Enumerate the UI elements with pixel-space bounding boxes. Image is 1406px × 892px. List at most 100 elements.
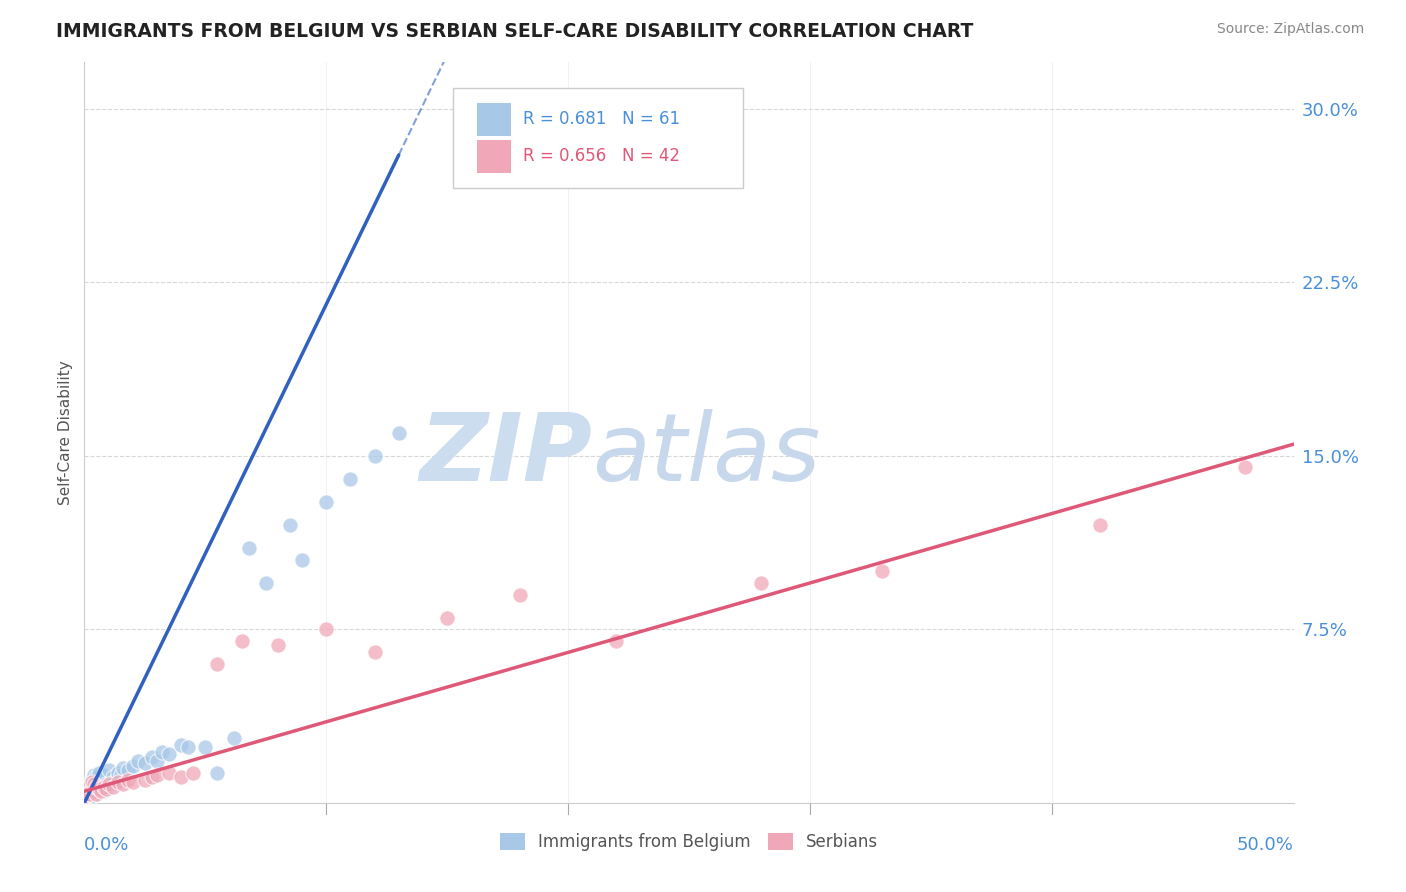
Point	[100, 775, 122, 789]
Point	[76, 784, 98, 798]
Point	[82, 784, 104, 798]
Point	[93, 768, 115, 782]
Point	[107, 775, 129, 789]
Point	[77, 780, 100, 794]
Point	[82, 789, 104, 803]
Point	[84, 784, 107, 798]
Point	[80, 775, 103, 789]
Text: 0.0%: 0.0%	[84, 836, 129, 855]
Point	[127, 754, 149, 768]
Point	[121, 758, 143, 772]
Point	[117, 772, 139, 787]
Point	[87, 765, 110, 780]
Point	[1234, 460, 1257, 475]
Point	[112, 761, 135, 775]
Point	[103, 770, 125, 784]
Point	[207, 765, 229, 780]
Point	[107, 765, 129, 780]
Point	[77, 781, 100, 796]
Point	[79, 781, 101, 796]
Point	[141, 749, 163, 764]
Point	[76, 784, 98, 798]
Point	[436, 610, 458, 624]
Point	[90, 784, 112, 798]
Point	[231, 633, 253, 648]
Point	[363, 645, 385, 659]
Point	[157, 747, 180, 762]
Point	[79, 775, 101, 789]
Point	[134, 772, 156, 787]
Point	[80, 780, 103, 794]
Text: R = 0.656   N = 42: R = 0.656 N = 42	[523, 147, 681, 165]
Point	[77, 787, 100, 801]
Point	[76, 787, 98, 801]
Point	[315, 495, 337, 509]
Point	[177, 740, 200, 755]
Text: ZIP: ZIP	[419, 409, 592, 500]
Point	[83, 784, 105, 798]
Y-axis label: Self-Care Disability: Self-Care Disability	[58, 360, 73, 505]
Point	[146, 754, 169, 768]
Point	[97, 764, 120, 778]
Point	[170, 770, 193, 784]
FancyBboxPatch shape	[453, 88, 744, 188]
Point	[94, 781, 117, 796]
Point	[76, 787, 98, 801]
Text: Source: ZipAtlas.com: Source: ZipAtlas.com	[1216, 22, 1364, 37]
Point	[79, 784, 101, 798]
Point	[207, 657, 229, 671]
Point	[79, 787, 101, 801]
Point	[872, 565, 894, 579]
Point	[146, 768, 169, 782]
Point	[75, 789, 97, 803]
Point	[87, 781, 110, 796]
Point	[104, 772, 127, 787]
Point	[224, 731, 246, 745]
Point	[157, 765, 180, 780]
Point	[86, 787, 108, 801]
Point	[77, 780, 100, 794]
Point	[315, 622, 337, 636]
Point	[83, 781, 105, 796]
Point	[83, 777, 105, 791]
Point	[97, 780, 120, 794]
Point	[110, 768, 132, 782]
Point	[605, 633, 627, 648]
Point	[87, 784, 110, 798]
Point	[93, 780, 115, 794]
Point	[83, 768, 105, 782]
Text: 50.0%: 50.0%	[1237, 836, 1294, 855]
Point	[86, 770, 108, 784]
Text: IMMIGRANTS FROM BELGIUM VS SERBIAN SELF-CARE DISABILITY CORRELATION CHART: IMMIGRANTS FROM BELGIUM VS SERBIAN SELF-…	[56, 22, 973, 41]
Point	[751, 576, 773, 591]
Legend: Immigrants from Belgium, Serbians: Immigrants from Belgium, Serbians	[494, 826, 884, 857]
Point	[103, 780, 125, 794]
Point	[94, 777, 117, 791]
Point	[194, 740, 217, 755]
Point	[83, 775, 105, 789]
Point	[77, 789, 100, 803]
Text: atlas: atlas	[592, 409, 821, 500]
Point	[77, 784, 100, 798]
Point	[86, 787, 108, 801]
Point	[1088, 518, 1111, 533]
Point	[339, 472, 361, 486]
Point	[93, 784, 115, 798]
Point	[134, 756, 156, 771]
Point	[90, 781, 112, 796]
Point	[388, 425, 411, 440]
Text: R = 0.681   N = 61: R = 0.681 N = 61	[523, 111, 681, 128]
Point	[77, 777, 100, 791]
FancyBboxPatch shape	[478, 140, 512, 173]
Point	[363, 449, 385, 463]
Point	[79, 789, 101, 803]
Point	[150, 745, 173, 759]
Point	[170, 738, 193, 752]
Point	[77, 787, 100, 801]
Point	[121, 775, 143, 789]
Point	[278, 518, 301, 533]
Point	[254, 576, 277, 591]
Point	[291, 553, 314, 567]
Point	[112, 777, 135, 791]
Point	[86, 780, 108, 794]
